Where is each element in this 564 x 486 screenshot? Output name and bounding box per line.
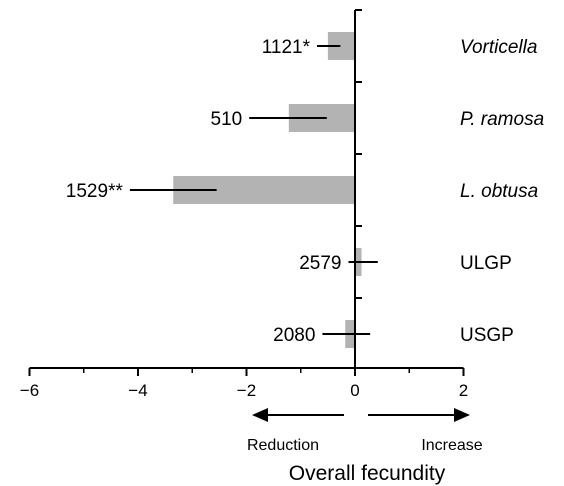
data-label-3: 2579	[299, 253, 341, 274]
x-tick-label-2: −2	[237, 381, 256, 400]
data-label-1: 510	[211, 109, 243, 130]
reduction-arrow-head	[252, 408, 268, 422]
category-label-1: P. ramosa	[460, 109, 544, 130]
reduction-label: Reduction	[247, 437, 319, 454]
labels-layer: 1121* Vorticella 510 P. ramosa 1529** L. obtu…	[20, 37, 544, 400]
x-tick-label-1: −4	[128, 381, 147, 400]
bars-layer	[129, 32, 378, 348]
axes-layer	[28, 9, 470, 422]
category-label-4: USGP	[460, 325, 514, 346]
x-tick-label-3: 0	[350, 381, 359, 400]
increase-label: Increase	[421, 437, 482, 454]
x-axis-label: Overall fecundity	[289, 462, 446, 485]
x-tick-label-4: 2	[459, 381, 468, 400]
category-label-3: ULGP	[460, 253, 512, 274]
category-label-0: Vorticella	[460, 37, 537, 58]
category-label-2: L. obtusa	[460, 181, 538, 202]
data-label-0: 1121*	[262, 37, 311, 58]
x-tick-label-0: −6	[20, 381, 39, 400]
increase-arrow-head	[454, 408, 470, 422]
data-label-4: 2080	[273, 325, 315, 346]
data-label-2: 1529**	[66, 181, 124, 202]
